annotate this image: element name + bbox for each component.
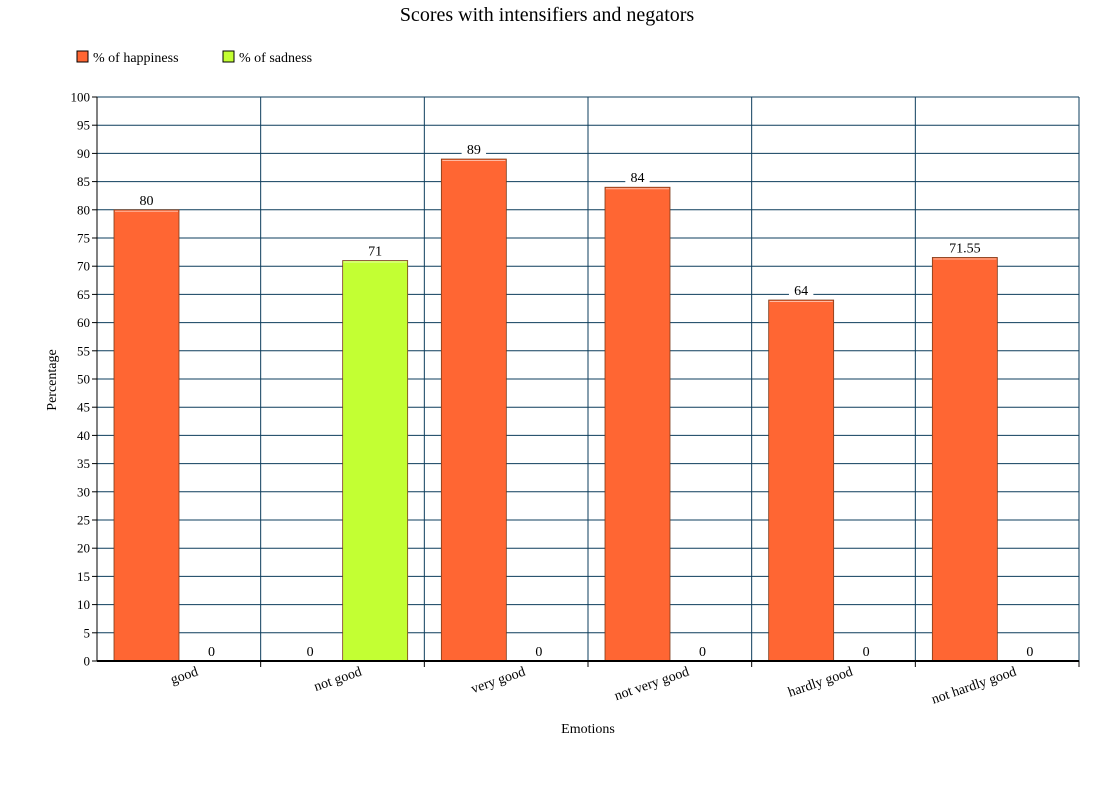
x-tick-label: not very good <box>613 665 691 705</box>
y-tick-label: 95 <box>77 118 90 133</box>
data-label-bg <box>362 242 388 259</box>
x-tick-label: not good <box>312 665 364 695</box>
y-tick-label: 50 <box>77 372 90 387</box>
data-label: 84 <box>631 171 645 186</box>
data-label-bg <box>134 191 159 208</box>
data-label: 0 <box>863 645 870 660</box>
y-tick-label: 15 <box>77 569 90 584</box>
axes <box>96 97 1079 662</box>
x-axis-title: Emotions <box>561 722 615 737</box>
y-tick-label: 60 <box>77 315 90 330</box>
data-label-bg <box>941 239 988 256</box>
legend: % of happiness % of sadness <box>76 50 312 66</box>
y-tick-label: 40 <box>77 428 90 443</box>
x-tick-label: very good <box>469 665 527 698</box>
data-label: 0 <box>208 645 215 660</box>
data-label: 71 <box>368 245 382 260</box>
bar-happiness <box>604 186 671 662</box>
y-tick-label: 65 <box>77 287 90 302</box>
data-label: 0 <box>535 645 542 660</box>
y-tick-label: 90 <box>77 146 90 161</box>
y-tick-label: 75 <box>77 231 90 246</box>
y-tick-label: 100 <box>71 90 91 105</box>
bar-happiness <box>113 209 180 662</box>
y-tick-label: 85 <box>77 174 90 189</box>
data-label-bg <box>693 643 712 659</box>
bar-sadness <box>342 260 409 662</box>
data-label: 0 <box>1026 645 1033 660</box>
data-label-bg <box>461 141 487 158</box>
data-label-bg <box>857 643 875 659</box>
data-label: 64 <box>794 284 808 299</box>
data-label: 71.55 <box>949 241 981 256</box>
x-tick-label: hardly good <box>786 665 854 701</box>
bar-happiness <box>768 299 835 662</box>
y-tick-label: 45 <box>77 400 90 415</box>
y-tick-label: 80 <box>77 202 90 217</box>
data-label: 80 <box>140 194 154 209</box>
data-label-bg <box>301 643 319 659</box>
x-tick-label: not hardly good <box>930 665 1019 708</box>
bar-happiness <box>931 257 998 662</box>
y-tick-label: 30 <box>77 484 90 499</box>
y-tick-label: 55 <box>77 343 90 358</box>
y-axis-title: Percentage <box>45 349 60 410</box>
legend-label-happiness: % of happiness <box>93 51 179 66</box>
data-label-bg <box>625 169 650 186</box>
chart-title: Scores with intensifiers and negators <box>400 4 695 26</box>
y-tick-label: 10 <box>77 597 90 612</box>
legend-swatch-sadness <box>222 50 235 63</box>
data-label-bg <box>202 643 221 659</box>
bars <box>113 158 998 662</box>
y-tick-label: 0 <box>84 654 91 669</box>
y-axis-ticks: 0 5 10 15 20 25 30 35 40 45 50 55 60 65 70 75 80 85 90 95 10… <box>71 90 1080 669</box>
data-labels: 80 0 0 71 89 0 84 0 64 0 71.55 0 <box>134 141 1039 660</box>
y-tick-label: 5 <box>84 625 91 640</box>
data-label-bg <box>788 282 814 299</box>
legend-label-sadness: % of sadness <box>239 51 312 66</box>
legend-swatch-happiness <box>76 50 89 63</box>
x-tick-label: good <box>169 665 200 688</box>
data-label: 0 <box>307 645 314 660</box>
x-axis-labels: good not good very good not very good hardly… <box>169 665 1019 708</box>
data-label-bg <box>530 643 548 659</box>
gridlines <box>97 96 1080 661</box>
data-label: 0 <box>699 645 706 660</box>
y-tick-label: 35 <box>77 456 90 471</box>
data-label: 89 <box>467 143 481 158</box>
bar-happiness <box>440 158 507 662</box>
y-tick-label: 20 <box>77 541 90 556</box>
y-tick-label: 70 <box>77 259 90 274</box>
y-tick-label: 25 <box>77 513 90 528</box>
data-label-bg <box>1021 643 1039 659</box>
